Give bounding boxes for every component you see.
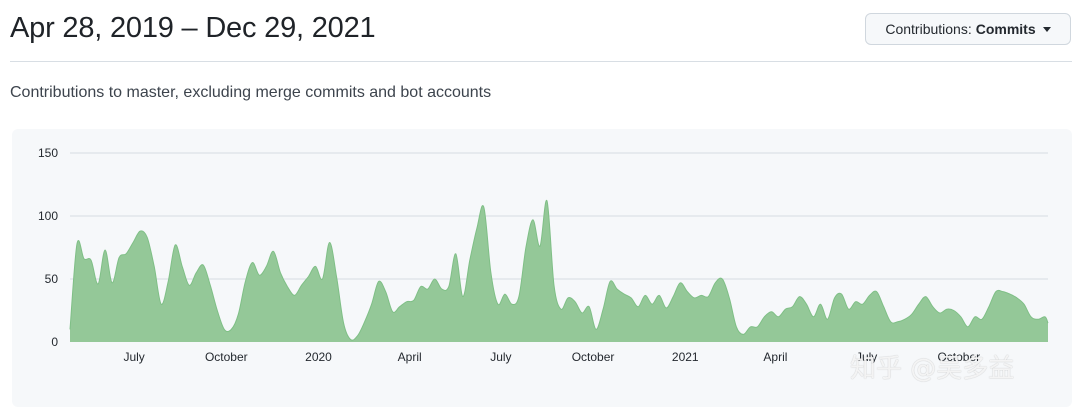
x-tick-label: April bbox=[398, 350, 422, 364]
chart-subtitle: Contributions to master, excluding merge… bbox=[10, 84, 492, 101]
commits-line bbox=[69, 200, 1049, 341]
chart-container: 0 50 100 150 July October 2020 April July Octobe… bbox=[12, 129, 1072, 407]
commits-area bbox=[70, 200, 1048, 342]
y-tick-label: 150 bbox=[38, 146, 58, 160]
x-tick-label: October bbox=[937, 350, 980, 364]
date-range-title: Apr 28, 2019 – Dec 29, 2021 bbox=[10, 12, 376, 44]
x-tick-label: July bbox=[123, 350, 144, 364]
contributions-value: Commits bbox=[975, 21, 1036, 37]
contributions-area-chart: 0 50 100 150 July October 2020 April July Octobe… bbox=[38, 146, 1049, 364]
x-tick-label: 2021 bbox=[672, 350, 699, 364]
page-header: Apr 28, 2019 – Dec 29, 2021 Contribution… bbox=[0, 0, 1080, 62]
x-tick-label: October bbox=[572, 350, 615, 364]
header-divider bbox=[10, 61, 1072, 62]
contributions-dropdown-button[interactable]: Contributions: Commits bbox=[865, 13, 1071, 45]
caret-down-icon bbox=[1042, 26, 1051, 32]
contributions-label: Contributions: bbox=[885, 21, 972, 37]
y-tick-label: 100 bbox=[38, 209, 58, 223]
watermark: 知乎 @吴多益 bbox=[850, 354, 1015, 384]
y-tick-label: 50 bbox=[45, 272, 59, 286]
x-tick-label: July bbox=[856, 350, 877, 364]
x-tick-label: April bbox=[763, 350, 787, 364]
y-tick-label: 0 bbox=[51, 335, 58, 349]
x-tick-label: 2020 bbox=[305, 350, 332, 364]
x-tick-label: July bbox=[490, 350, 511, 364]
x-tick-label: October bbox=[205, 350, 248, 364]
